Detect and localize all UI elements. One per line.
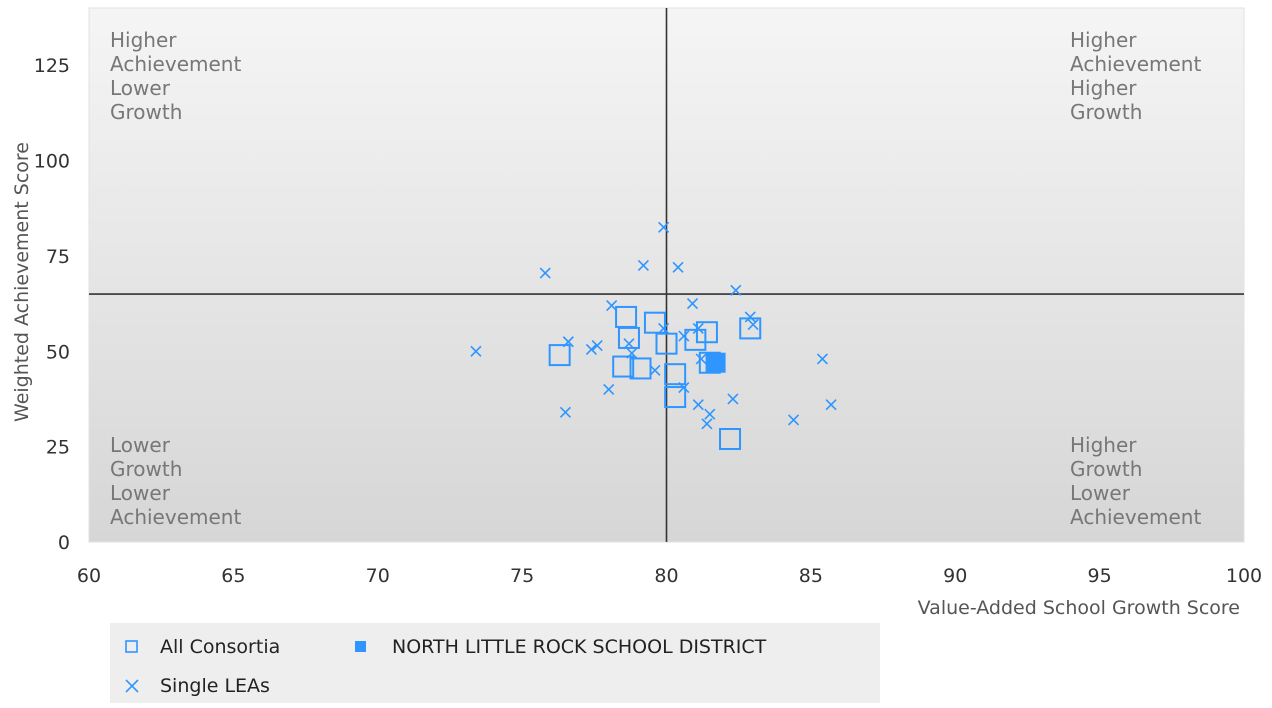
single-lea-point[interactable] — [825, 399, 837, 411]
single-lea-point[interactable] — [623, 338, 635, 350]
legend-item-all-consortia[interactable]: All Consortia — [125, 636, 280, 658]
legend-background — [110, 623, 880, 703]
single-lea-point[interactable] — [539, 267, 551, 279]
legend-label: All Consortia — [160, 636, 280, 658]
y-tick-label: 0 — [58, 532, 70, 554]
single-lea-point[interactable] — [591, 339, 603, 352]
single-lea-point[interactable] — [649, 364, 661, 376]
single-lea-point[interactable] — [704, 408, 716, 420]
x-tick-label: 60 — [77, 565, 101, 587]
quadrant-labels: Higher Achievement Lower Growth Higher Achiev… — [110, 28, 1201, 529]
single-lea-point[interactable] — [606, 299, 618, 312]
filled-square-icon — [355, 641, 366, 652]
y-tick-label: 75 — [46, 246, 70, 268]
y-tick-label: 125 — [34, 55, 70, 77]
legend: All Consortia NORTH LITTLE ROCK SCHOOL D… — [110, 623, 880, 703]
consortia-point[interactable] — [629, 357, 652, 380]
x-tick-label: 65 — [221, 565, 245, 587]
legend-item-single-leas[interactable]: Single LEAs — [125, 675, 270, 697]
single-lea-point[interactable] — [695, 353, 707, 365]
single-lea-point[interactable] — [678, 381, 690, 394]
single-lea-point[interactable] — [747, 319, 759, 331]
single-lea-point[interactable] — [470, 345, 482, 357]
single-lea-point[interactable] — [678, 330, 690, 342]
consortia-point[interactable] — [612, 355, 635, 378]
consortia-point[interactable] — [739, 317, 762, 340]
single-lea-point[interactable] — [658, 221, 670, 233]
legend-label: NORTH LITTLE ROCK SCHOOL DISTRICT — [392, 636, 767, 658]
single-lea-point[interactable] — [585, 343, 597, 355]
x-marker-icon — [125, 679, 139, 693]
x-axis-title: Value-Added School Growth Score — [918, 597, 1240, 619]
legend-label: Single LEAs — [160, 675, 270, 697]
single-lea-point[interactable] — [730, 284, 742, 296]
quadrant-label-top-left: Higher Achievement Lower Growth — [110, 28, 241, 124]
consortia-point[interactable] — [664, 386, 687, 409]
single-lea-point[interactable] — [701, 418, 713, 430]
y-tick-label: 25 — [46, 437, 70, 459]
single-lea-point[interactable] — [637, 259, 649, 272]
x-tick-label: 90 — [943, 565, 967, 587]
single-lea-point[interactable] — [816, 353, 828, 365]
data-points — [470, 221, 837, 451]
consortia-point[interactable] — [617, 326, 640, 349]
consortia-point[interactable] — [719, 428, 742, 451]
x-tick-label: 100 — [1226, 565, 1262, 587]
open-square-icon — [125, 640, 138, 653]
quadrant-label-bottom-right: Higher Growth Lower Achievement — [1070, 433, 1201, 529]
single-lea-point[interactable] — [686, 298, 699, 310]
single-lea-point[interactable] — [787, 414, 800, 426]
quadrant-label-bottom-left: Lower Growth Lower Achievement — [110, 433, 241, 529]
single-lea-point[interactable] — [626, 347, 638, 359]
x-tick-label: 95 — [1088, 565, 1112, 587]
x-tick-label: 85 — [799, 565, 823, 587]
consortia-point[interactable] — [548, 344, 571, 367]
y-tick-label: 50 — [46, 341, 70, 363]
single-lea-point[interactable] — [559, 406, 572, 418]
single-lea-point[interactable] — [562, 336, 574, 348]
legend-item-north-little-rock[interactable]: NORTH LITTLE ROCK SCHOOL DISTRICT — [355, 636, 767, 658]
single-lea-point[interactable] — [603, 383, 615, 395]
x-tick-label: 75 — [510, 565, 534, 587]
single-lea-point[interactable] — [692, 322, 704, 334]
consortia-point[interactable] — [695, 321, 718, 344]
single-lea-point[interactable] — [672, 261, 684, 273]
reference-lines — [89, 8, 1244, 542]
consortia-point[interactable] — [664, 363, 687, 386]
x-tick-label: 80 — [654, 565, 678, 587]
single-lea-point[interactable] — [658, 322, 670, 334]
single-lea-point[interactable] — [744, 311, 756, 323]
axis-ticks: 60 65 70 75 80 85 90 95 100 0 25 50 75 100 125 — [34, 55, 1262, 587]
quadrant-label-top-right: Higher Achievement Higher Growth — [1070, 28, 1201, 124]
consortia-point[interactable] — [655, 332, 678, 355]
y-tick-label: 100 — [34, 151, 70, 173]
y-axis-title: Weighted Achievement Score — [11, 142, 33, 422]
single-lea-point[interactable] — [727, 393, 739, 405]
x-tick-label: 70 — [366, 565, 390, 587]
consortia-point[interactable] — [643, 311, 666, 334]
consortia-point[interactable] — [684, 328, 707, 351]
district-point[interactable] — [705, 352, 726, 373]
single-lea-point[interactable] — [692, 399, 704, 411]
